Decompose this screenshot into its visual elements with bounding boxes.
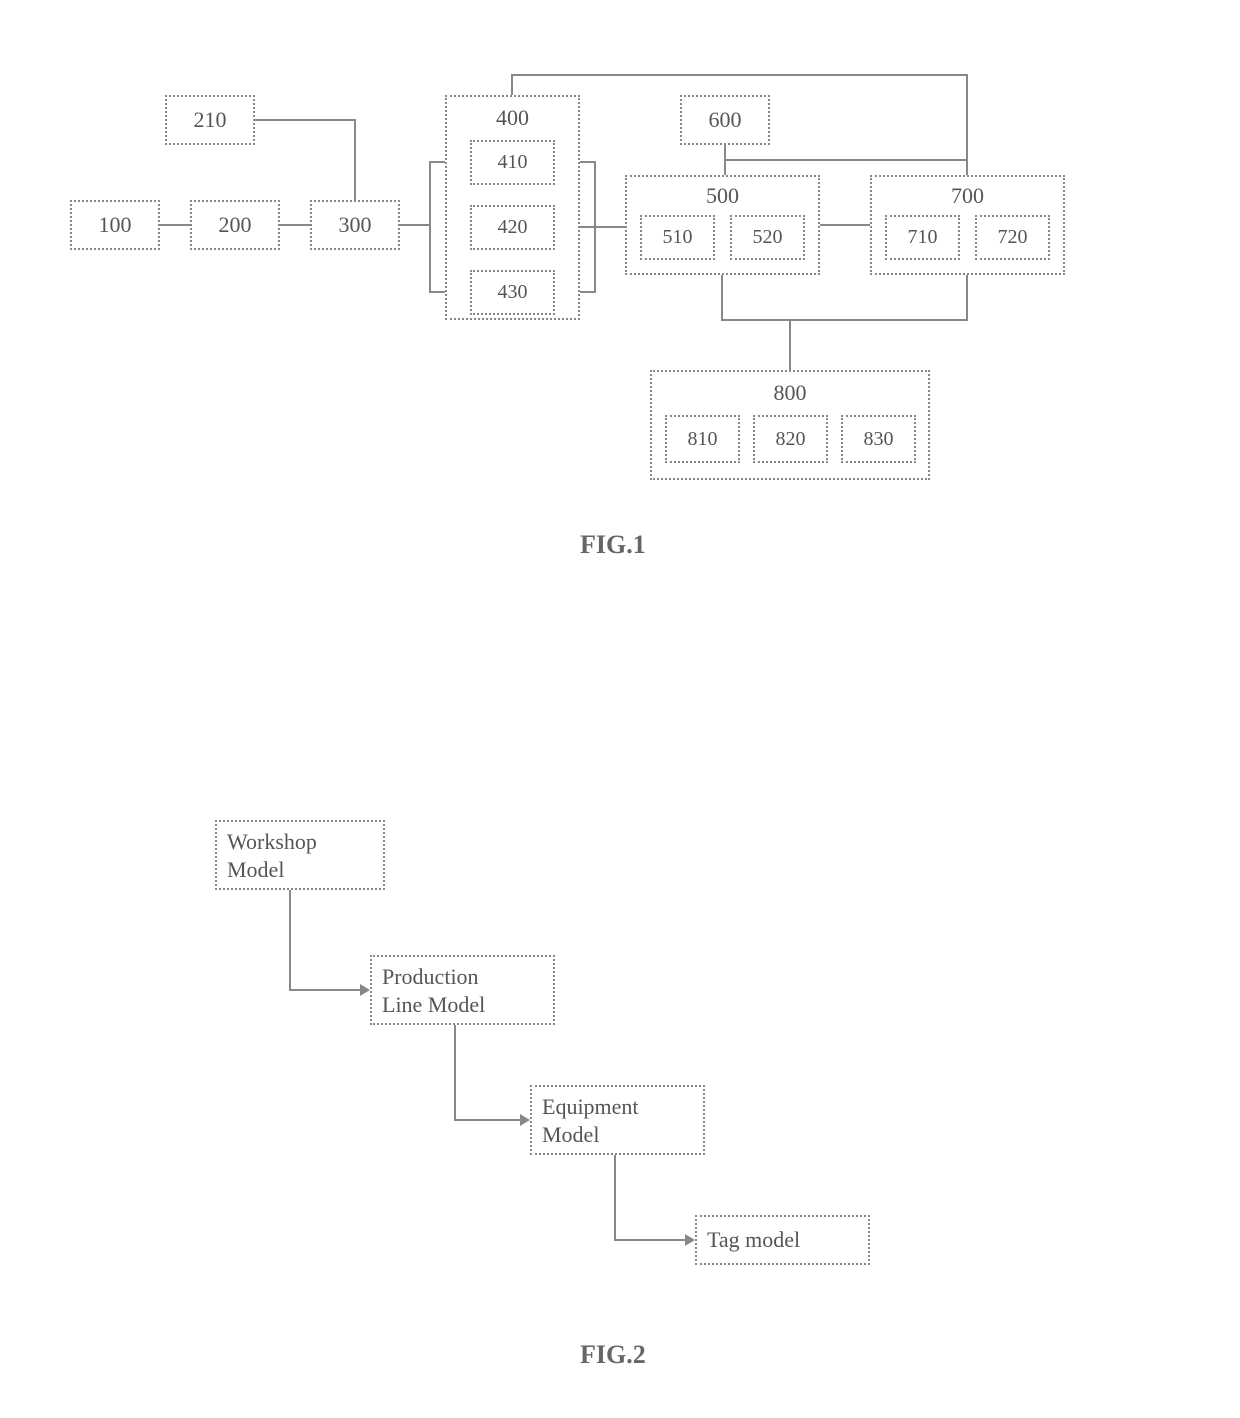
conn-600-down <box>724 145 726 160</box>
node-tag: Tag model <box>695 1215 870 1265</box>
conn-400-lbracket-v <box>429 162 431 292</box>
node-equipment-l2: Model <box>542 1121 693 1149</box>
conn-600-to700 <box>966 159 968 175</box>
conn-400-rbracket-m <box>580 226 625 228</box>
label-710: 710 <box>908 226 938 249</box>
conn-topbar-400v <box>511 75 513 95</box>
node-equipment-l1: Equipment <box>542 1093 693 1121</box>
node-workshop-l1: Workshop <box>227 828 373 856</box>
label-700: 700 <box>951 183 984 209</box>
conn-topbar-700v <box>966 74 968 160</box>
edge-pl-eq-h <box>454 1119 520 1121</box>
label-500: 500 <box>706 183 739 209</box>
node-prodline-l2: Line Model <box>382 991 543 1019</box>
label-420: 420 <box>498 216 528 239</box>
conn-200-300 <box>280 224 310 226</box>
label-510: 510 <box>663 226 693 249</box>
conn-400-rbracket-b <box>580 291 596 293</box>
arrow-pl-eq <box>520 1114 530 1126</box>
node-workshop: Workshop Model <box>215 820 385 890</box>
box-820: 820 <box>753 415 828 463</box>
node-prodline: Production Line Model <box>370 955 555 1025</box>
box-710: 710 <box>885 215 960 260</box>
conn-800-down <box>789 319 791 370</box>
box-300: 300 <box>310 200 400 250</box>
box-600: 600 <box>680 95 770 145</box>
label-300: 300 <box>339 212 372 238</box>
conn-300-400 <box>400 224 430 226</box>
edge-eq-tag-h <box>614 1239 685 1241</box>
conn-800-h <box>721 319 968 321</box>
conn-800-from500 <box>721 275 723 321</box>
conn-210-h <box>255 119 355 121</box>
edge-pl-eq-v <box>454 1025 456 1120</box>
conn-400-rbracket-t <box>580 161 596 163</box>
fig2-caption: FIG.2 <box>580 1340 646 1370</box>
box-100: 100 <box>70 200 160 250</box>
box-430: 430 <box>470 270 555 315</box>
box-200: 200 <box>190 200 280 250</box>
node-equipment: Equipment Model <box>530 1085 705 1155</box>
edge-ws-pl-h <box>289 989 360 991</box>
diagram-container: 100 200 210 300 400 410 420 430 600 500 … <box>0 0 1240 1418</box>
conn-210-v <box>354 119 356 200</box>
conn-600-h <box>724 159 968 161</box>
label-810: 810 <box>688 428 718 451</box>
node-prodline-l1: Production <box>382 963 543 991</box>
label-400: 400 <box>496 105 529 131</box>
label-800: 800 <box>774 380 807 406</box>
box-410: 410 <box>470 140 555 185</box>
conn-100-200 <box>160 224 190 226</box>
label-600: 600 <box>709 107 742 133</box>
label-100: 100 <box>99 212 132 238</box>
conn-400-lbracket-t <box>429 161 445 163</box>
box-420: 420 <box>470 205 555 250</box>
node-workshop-l2: Model <box>227 856 373 884</box>
label-720: 720 <box>998 226 1028 249</box>
edge-eq-tag-v <box>614 1155 616 1240</box>
box-720: 720 <box>975 215 1050 260</box>
fig1-caption: FIG.1 <box>580 530 646 560</box>
arrow-ws-pl <box>360 984 370 996</box>
label-520: 520 <box>753 226 783 249</box>
conn-topbar-h <box>511 74 968 76</box>
conn-800-from700 <box>966 275 968 321</box>
conn-500-700 <box>820 224 870 226</box>
conn-600-to500 <box>724 159 726 175</box>
box-810: 810 <box>665 415 740 463</box>
box-210: 210 <box>165 95 255 145</box>
label-820: 820 <box>776 428 806 451</box>
box-520: 520 <box>730 215 805 260</box>
label-410: 410 <box>498 151 528 174</box>
conn-400-lbracket-b <box>429 291 445 293</box>
label-830: 830 <box>864 428 894 451</box>
box-510: 510 <box>640 215 715 260</box>
node-tag-l1: Tag model <box>707 1226 800 1254</box>
label-210: 210 <box>194 107 227 133</box>
arrow-eq-tag <box>685 1234 695 1246</box>
edge-ws-pl-v <box>289 890 291 990</box>
label-200: 200 <box>219 212 252 238</box>
box-830: 830 <box>841 415 916 463</box>
label-430: 430 <box>498 281 528 304</box>
